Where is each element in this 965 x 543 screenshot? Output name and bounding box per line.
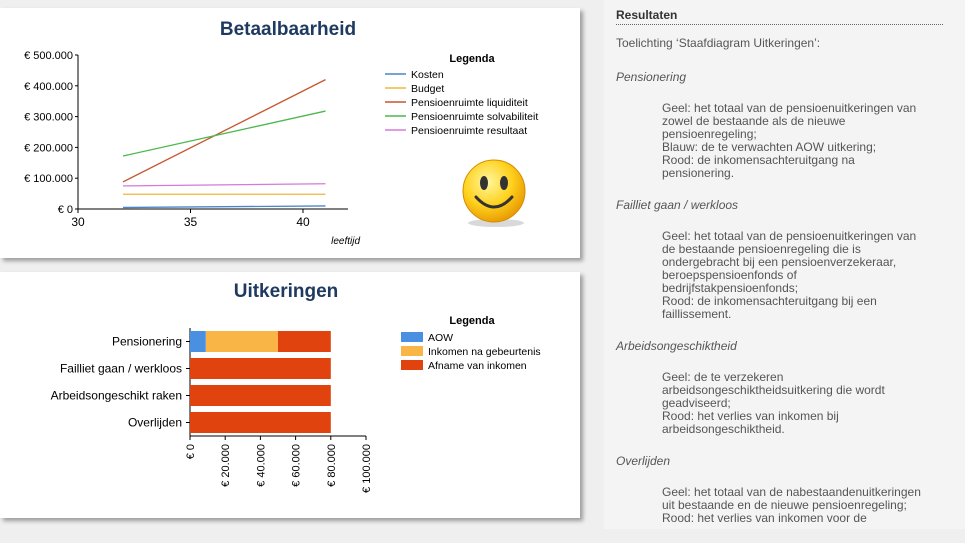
legend-label-3: Pensioenruimte liquiditeit [411, 97, 528, 109]
section-line: pensionering. [662, 166, 735, 180]
legend-swatch-2 [401, 346, 423, 356]
smiley-shadow [468, 219, 524, 227]
series-line-4 [122, 110, 326, 157]
legend-title: Legenda [449, 53, 495, 65]
chart-title: Betaalbaarheid [220, 19, 356, 40]
section-title: Arbeidsongeschiktheid [616, 339, 737, 353]
section-line: bedrijfstakpensioenfonds; [662, 281, 799, 295]
section-line: Geel: het totaal van de nabestaandenuitk… [662, 485, 921, 499]
x-tick-label: € 20.000 [220, 444, 232, 487]
results-panel: Resultaten Toelichting ‘Staafdiagram Uit… [604, 0, 965, 529]
legend-label-3: Afname van inkomen [428, 360, 527, 372]
chart-title: Uitkeringen [234, 281, 339, 302]
section-text: Geel: het totaal van de pensioenuitkerin… [662, 102, 946, 180]
x-tick-label: € 40.000 [255, 444, 267, 487]
section-line: Rood: de inkomensachteruitgang na [662, 153, 855, 167]
y-tick-label: € 100.000 [24, 173, 73, 185]
uitkeringen-chart-panel: Uitkeringen Pensionering Failliet gaan / w… [0, 272, 580, 518]
y-tick-label: € 500.000 [24, 50, 73, 62]
section-text: Geel: de te verzekeren arbeidsongeschikth… [662, 371, 946, 436]
section-line: Rood: het verlies van inkomen voor de [662, 511, 867, 525]
x-axis-label: leeftijd [331, 236, 360, 247]
section-text: Geel: het totaal van de pensioenuitkerin… [662, 230, 946, 321]
x-tick-label: 40 [296, 215, 310, 229]
section-line: geadviseerd; [662, 396, 731, 410]
bar-segment [278, 331, 331, 352]
betaalbaarheid-line-chart: Betaalbaarheid € 0 € 100.000 € 200.000 € 300… [24, 19, 538, 247]
section-title: Failliet gaan / werkloos [616, 198, 739, 212]
section-line: ondergebracht bij een pensioenverzekeraa… [662, 255, 897, 269]
section-line: faillissement. [662, 307, 732, 321]
category-label: Pensionering [112, 335, 182, 349]
category-label: Arbeidsongeschikt raken [51, 389, 182, 403]
legend-swatch-1 [401, 332, 423, 342]
section-title: Pensionering [616, 70, 687, 84]
results-body: Toelichting ‘Staafdiagram Uitkeringen’: … [616, 36, 946, 543]
results-sections: Pensionering Geel: het totaal van de pens… [616, 70, 946, 525]
smiley-eye [480, 176, 488, 190]
section-line: Geel: de te verzekeren [662, 370, 784, 384]
x-tick-label: 30 [71, 215, 85, 229]
x-tick-label: € 100.000 [361, 444, 373, 493]
section-line: Geel: het totaal van de pensioenuitkerin… [662, 229, 917, 243]
section-line: zowel de bestaande als de nieuwe [662, 114, 846, 128]
betaalbaarheid-chart-panel: Betaalbaarheid € 0 € 100.000 € 200.000 € 300… [0, 8, 580, 258]
y-tick-label: € 0 [58, 204, 73, 216]
bar-segment [190, 331, 206, 352]
series-line-3 [122, 79, 326, 183]
x-tick-label: € 60.000 [291, 444, 303, 487]
bar-segment [190, 385, 331, 406]
series-line-1 [122, 205, 326, 209]
results-heading: Resultaten [616, 8, 943, 25]
legend-label-1: AOW [428, 332, 453, 344]
bar-segment [190, 412, 331, 433]
uitkeringen-bar-chart: Uitkeringen Pensionering Failliet gaan / w… [51, 281, 541, 493]
category-label: Overlijden [128, 416, 182, 430]
section-line: Rood: het verlies van inkomen bij [662, 409, 839, 423]
smiley-mouth [474, 195, 514, 209]
category-label: Failliet gaan / werkloos [60, 362, 182, 376]
y-tick-label: € 300.000 [24, 112, 73, 124]
section-line: Rood: de inkomensachteruitgang bij een [662, 294, 877, 308]
y-tick-label: € 200.000 [24, 142, 73, 154]
x-tick-label: € 80.000 [326, 444, 338, 487]
smiley-icon [462, 159, 526, 227]
bar-segment [190, 358, 331, 379]
section-line: arbeidsongeschiktheidsuitkering die word… [662, 383, 885, 397]
legend-label-2: Inkomen na gebeurtenis [428, 346, 541, 358]
bar-segment [205, 331, 278, 352]
section-line: arbeidsongeschiktheid. [662, 422, 785, 436]
y-tick-label: € 400.000 [24, 81, 73, 93]
legend-title: Legenda [449, 315, 495, 327]
legend-label-1: Kosten [411, 69, 444, 81]
results-intro: Toelichting ‘Staafdiagram Uitkeringen’: [616, 36, 821, 50]
legend-swatch-3 [401, 360, 423, 370]
section-title: Overlijden [616, 454, 671, 468]
section-line: uit bestaande en de nieuwe pensioenregel… [662, 498, 907, 512]
section-line: Blauw: de te verwachten AOW uitkering; [662, 140, 877, 154]
series-line-5 [122, 183, 326, 187]
section-line: Geel: het totaal van de pensioenuitkerin… [662, 101, 917, 115]
smiley-eye [500, 176, 508, 190]
legend-label-2: Budget [411, 83, 444, 95]
x-tick-label: € 0 [185, 444, 197, 459]
section-line: pensioenregeling; [662, 127, 757, 141]
legend-label-4: Pensioenruimte solvabiliteit [411, 111, 538, 123]
section-text: Geel: het totaal van de nabestaandenuitk… [662, 486, 946, 525]
section-line: de bestaande pensioenregeling die is [662, 242, 861, 256]
section-line: beroepspensioenfonds of [662, 268, 797, 282]
smiley-face [462, 159, 526, 223]
x-tick-label: 35 [184, 215, 198, 229]
legend-label-5: Pensioenruimte resultaat [411, 125, 527, 137]
